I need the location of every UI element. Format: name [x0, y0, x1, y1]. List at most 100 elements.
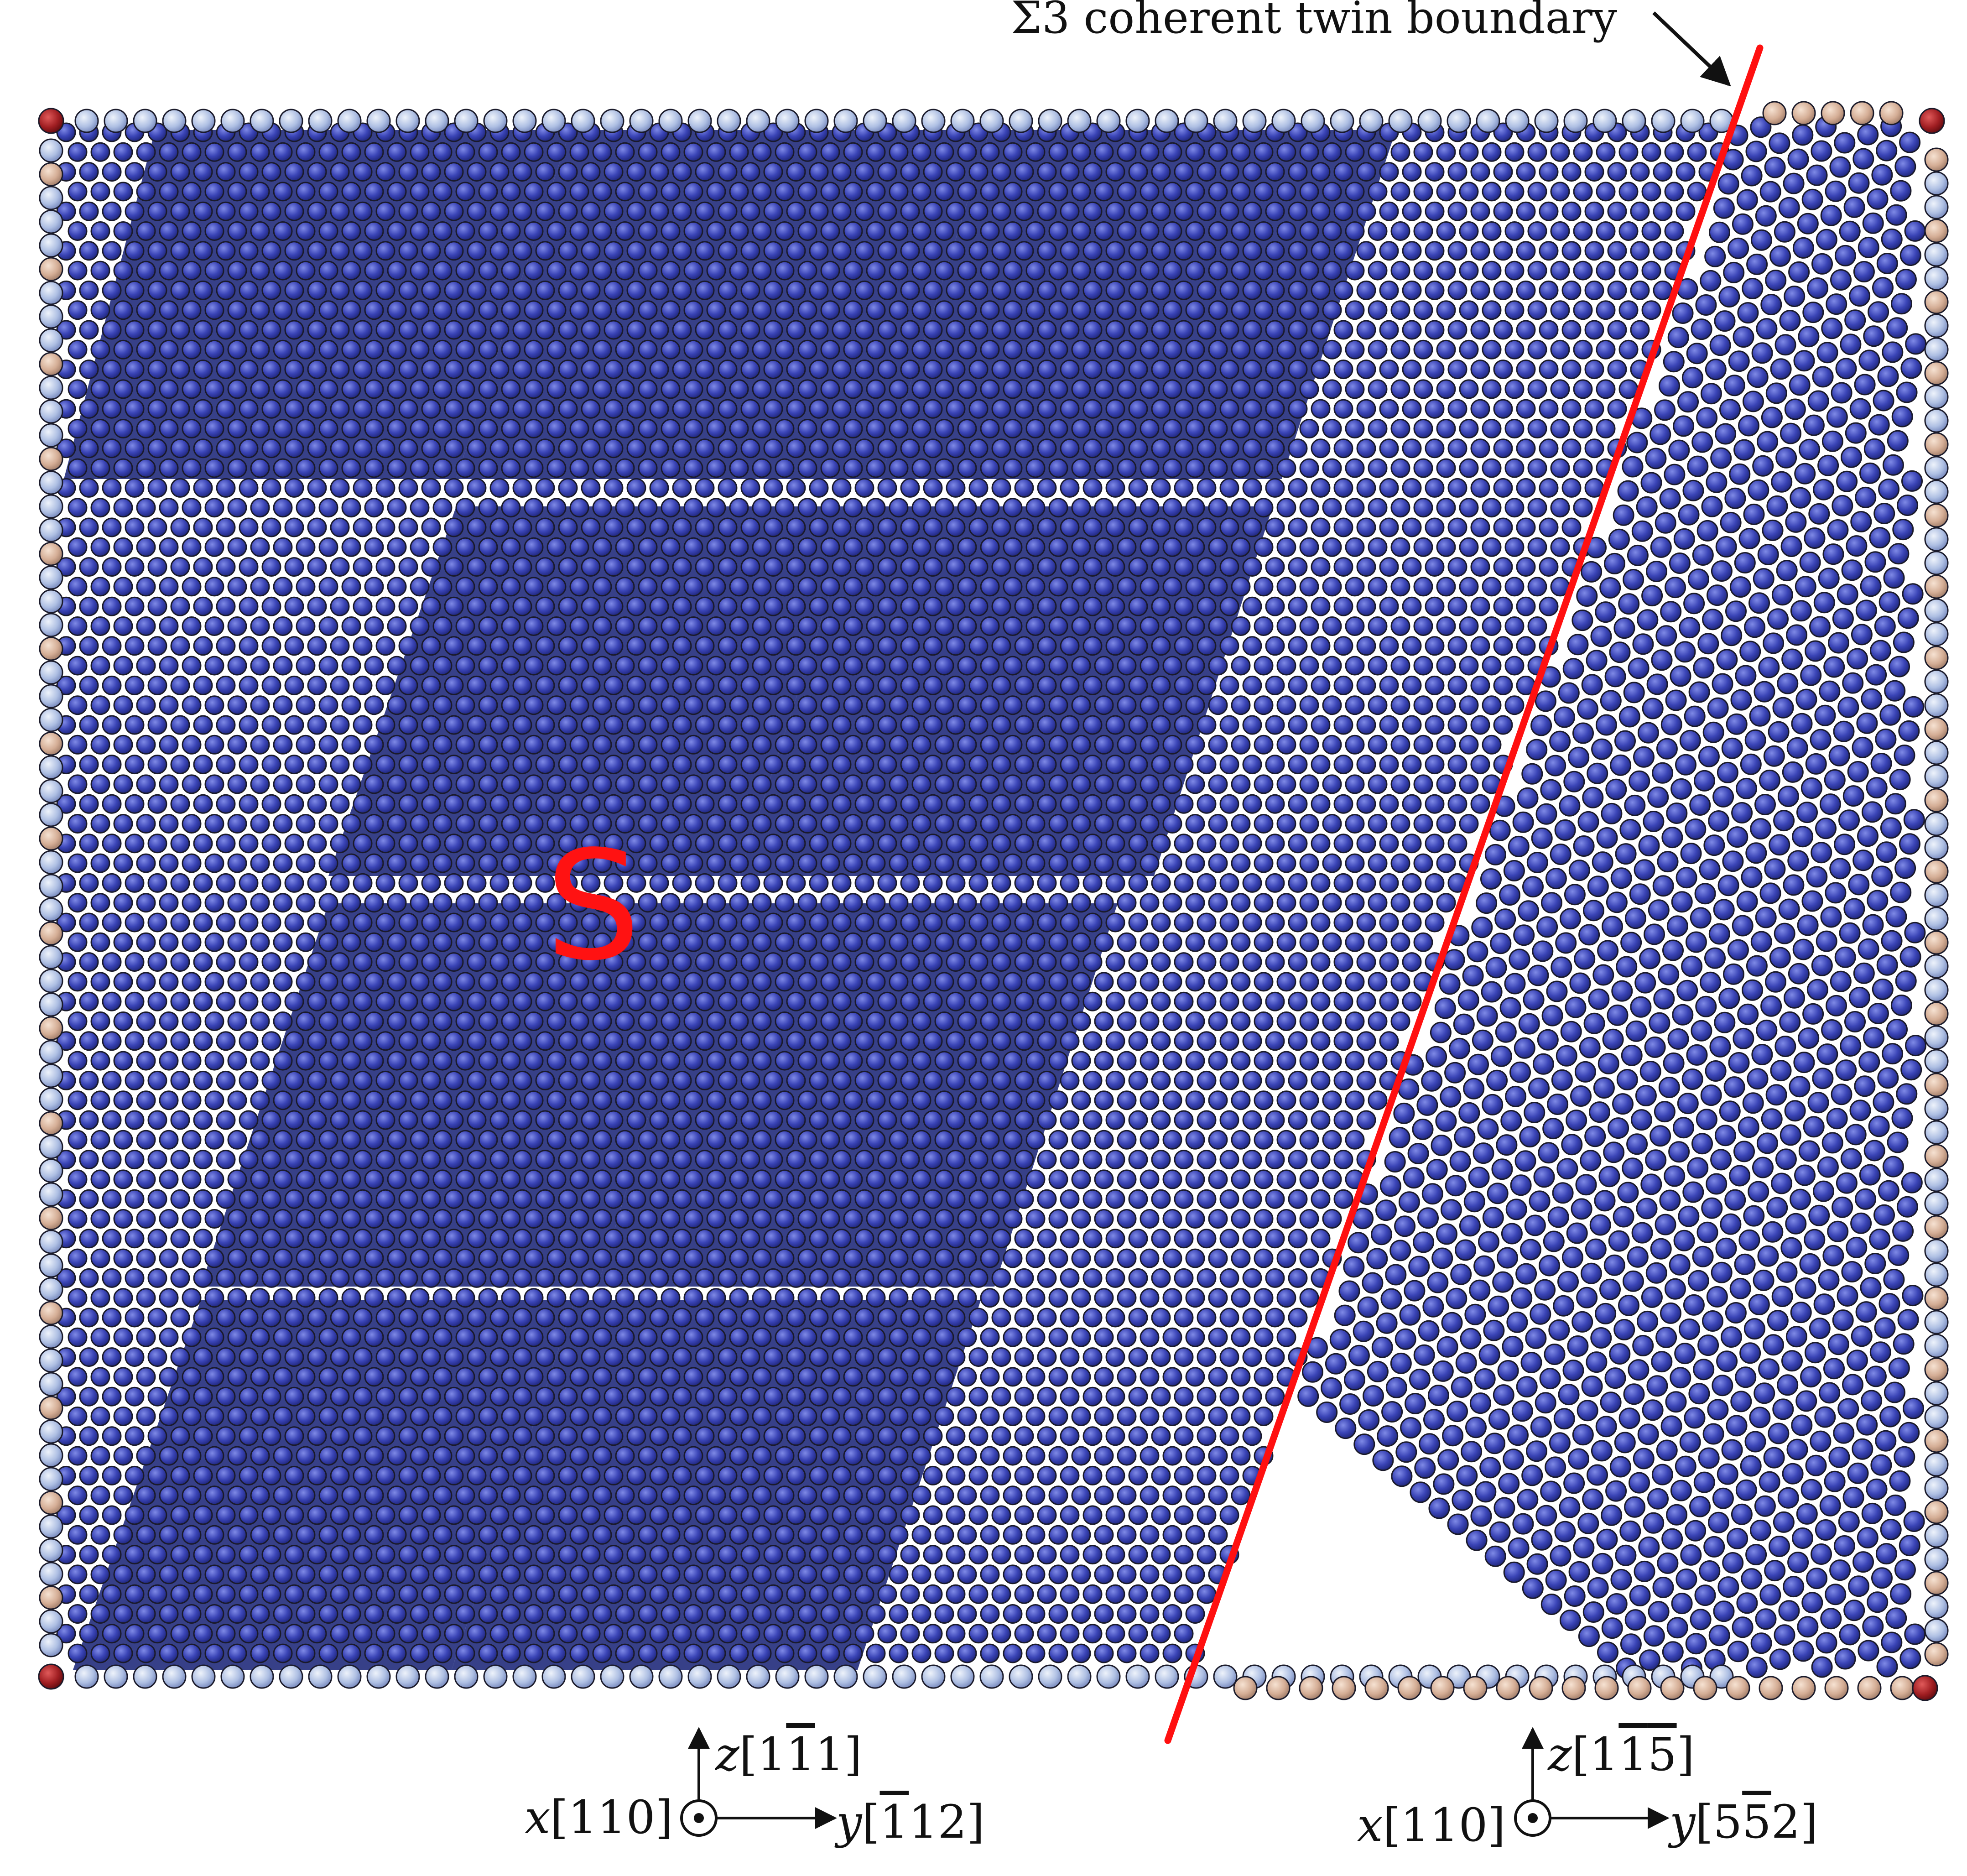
atom	[980, 735, 1000, 755]
atom	[455, 893, 475, 913]
atom	[478, 1051, 498, 1071]
atom	[786, 320, 806, 340]
atom	[1048, 1564, 1068, 1584]
atom	[991, 438, 1011, 459]
atom	[695, 399, 715, 419]
atom	[900, 1110, 920, 1130]
atom	[1151, 438, 1171, 459]
atom	[182, 1130, 202, 1150]
atom	[1540, 1480, 1562, 1502]
atom	[1511, 1400, 1533, 1422]
atom	[672, 912, 692, 933]
atom	[1082, 675, 1103, 695]
atom	[581, 991, 601, 1011]
atom	[1151, 1150, 1171, 1170]
atom	[877, 1584, 897, 1604]
atom	[489, 636, 510, 656]
atom	[102, 675, 122, 695]
atom	[193, 1584, 213, 1604]
atom	[752, 419, 772, 438]
atom	[911, 1051, 931, 1071]
atom	[1385, 1376, 1407, 1398]
atom	[216, 241, 236, 261]
atom	[318, 458, 338, 478]
atom	[1151, 1624, 1171, 1644]
atom	[706, 1090, 726, 1110]
atom	[296, 1485, 316, 1506]
atom	[204, 1446, 224, 1466]
atom	[626, 912, 646, 933]
atom	[68, 1564, 88, 1584]
atom	[1071, 1564, 1091, 1584]
atom	[1652, 1577, 1674, 1598]
atom	[524, 774, 544, 794]
atom	[1037, 1584, 1057, 1604]
atom	[125, 952, 145, 972]
atom	[79, 1426, 99, 1446]
atom	[968, 834, 989, 854]
atom	[204, 1327, 224, 1347]
atom	[102, 596, 122, 616]
atom	[501, 182, 521, 202]
atom	[204, 893, 224, 913]
atom	[911, 814, 931, 834]
atom	[1356, 1110, 1376, 1130]
atom	[1105, 1308, 1125, 1328]
atom	[900, 991, 920, 1011]
atom	[125, 517, 145, 537]
atom	[273, 1367, 293, 1387]
atom	[1197, 360, 1217, 380]
atom	[581, 478, 601, 498]
atom	[1345, 339, 1365, 360]
atom	[1288, 715, 1308, 735]
atom	[1276, 932, 1296, 952]
atom	[923, 1465, 943, 1485]
atom	[569, 498, 589, 518]
atom	[1390, 182, 1410, 202]
atom	[843, 1564, 863, 1584]
atom	[1071, 695, 1091, 715]
atom	[1459, 814, 1479, 834]
atom	[1151, 1505, 1171, 1525]
atom	[375, 755, 395, 775]
atom	[1436, 221, 1456, 241]
atom	[239, 399, 259, 419]
atom	[1379, 162, 1399, 182]
atom	[1003, 142, 1023, 162]
atom	[832, 715, 852, 735]
atom	[296, 182, 316, 202]
atom	[353, 241, 373, 261]
atom	[1094, 1446, 1114, 1466]
atom	[775, 1525, 795, 1545]
atom	[968, 1426, 989, 1446]
atom	[843, 419, 863, 438]
atom	[1288, 834, 1308, 854]
atom	[307, 280, 327, 300]
atom	[1584, 360, 1604, 380]
atom	[330, 1426, 350, 1446]
atom	[1140, 339, 1160, 360]
atom	[1003, 1643, 1023, 1663]
atom	[832, 320, 852, 340]
atom	[1197, 1031, 1217, 1051]
atom	[296, 972, 316, 992]
atom	[1311, 438, 1331, 459]
atom	[1584, 201, 1604, 221]
atom	[683, 972, 703, 992]
atom	[1208, 1169, 1228, 1189]
atom	[968, 1584, 989, 1604]
atom	[1433, 1473, 1455, 1495]
atom	[1082, 399, 1103, 419]
atom	[626, 1150, 646, 1170]
atom	[318, 379, 338, 399]
atom	[1219, 873, 1239, 893]
atom	[1151, 201, 1171, 221]
atom	[1311, 1110, 1331, 1130]
atom	[649, 834, 669, 854]
atom	[877, 1268, 897, 1288]
atom	[775, 577, 795, 597]
atom	[1025, 1564, 1046, 1584]
atom	[661, 339, 681, 360]
atom	[1071, 853, 1091, 873]
atom	[1162, 300, 1182, 320]
